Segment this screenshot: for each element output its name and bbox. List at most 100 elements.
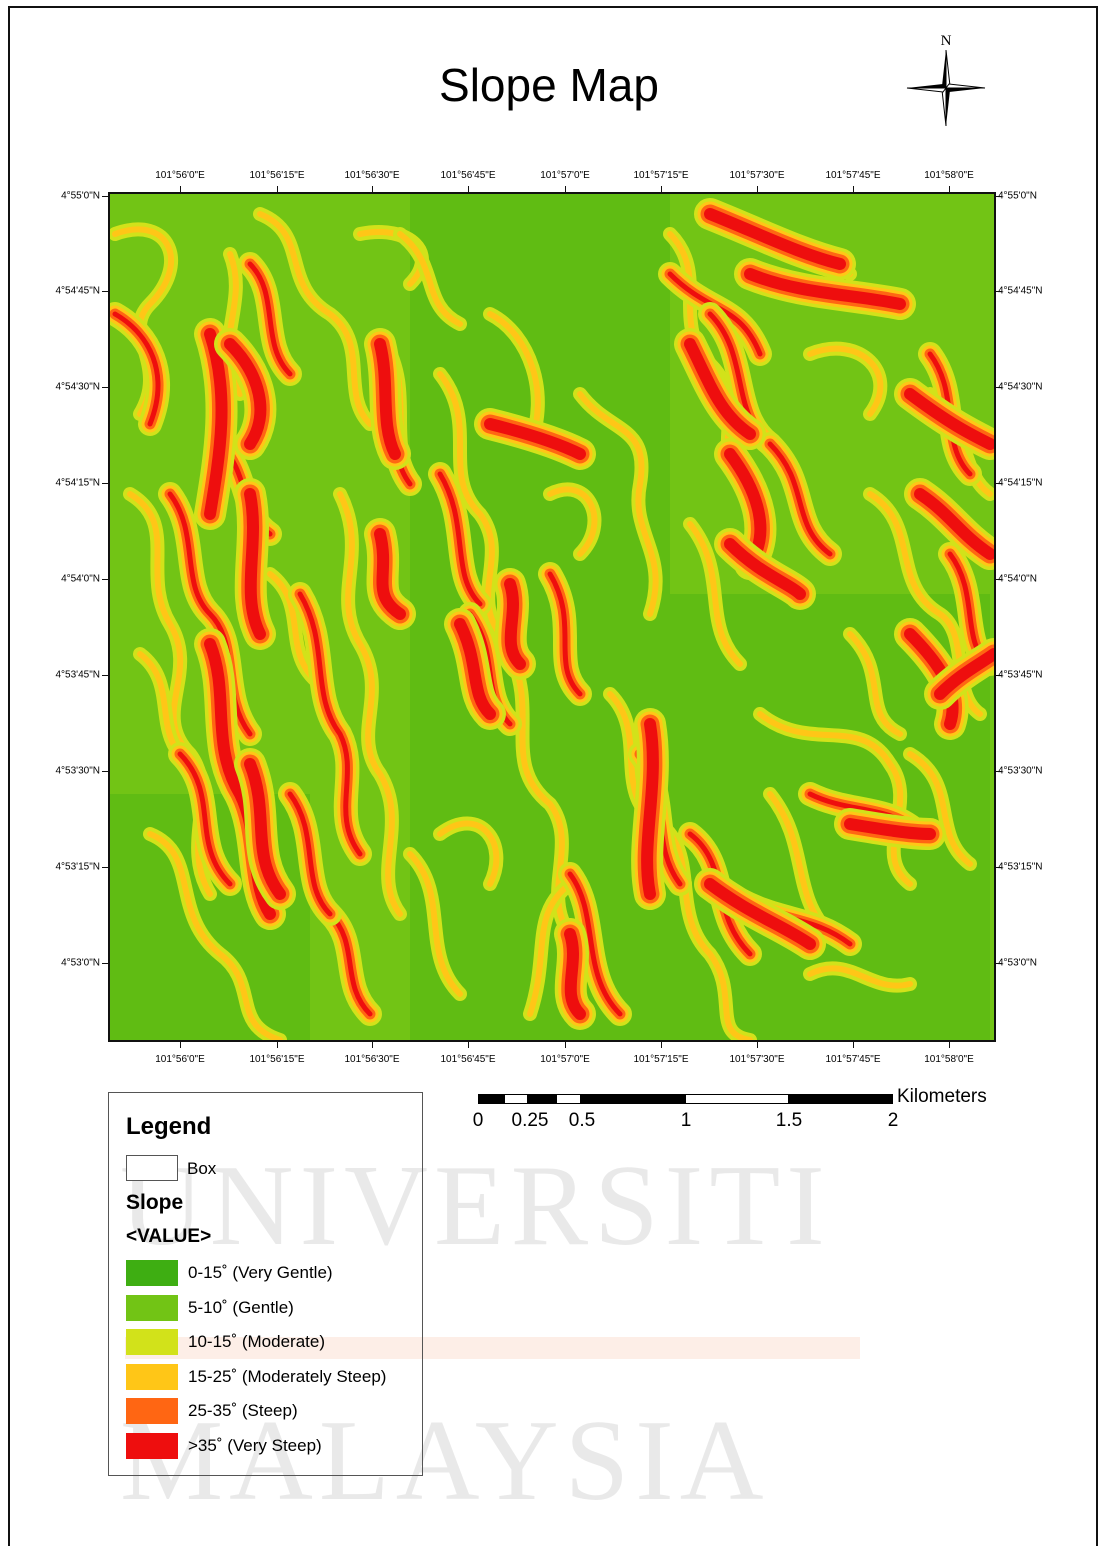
latitude-label: 4°53'0"N bbox=[61, 957, 100, 969]
scale-bar bbox=[478, 1094, 893, 1104]
longitude-label: 101°56'45"E bbox=[440, 170, 496, 181]
tick-mark bbox=[102, 771, 108, 772]
longitude-label: 101°56'0"E bbox=[155, 1054, 205, 1065]
slope-raster bbox=[108, 192, 996, 1042]
tick-mark bbox=[996, 771, 1002, 772]
latitude-label: 4°54'15"N bbox=[55, 477, 101, 489]
latitude-label: 4°54'45"N bbox=[998, 285, 1043, 297]
slope-band bbox=[847, 631, 903, 737]
slope-band bbox=[484, 418, 586, 460]
slope-band bbox=[327, 911, 373, 1017]
tick-mark bbox=[996, 579, 1002, 580]
scale-bar-segment bbox=[504, 1094, 528, 1104]
longitude-label: 101°57'0"E bbox=[540, 170, 590, 181]
tick-mark bbox=[277, 1042, 278, 1048]
legend-box-swatch bbox=[126, 1155, 178, 1181]
scale-bar-segment bbox=[581, 1094, 685, 1104]
latitude-label: 4°53'15"N bbox=[55, 861, 101, 873]
scale-bar-label: 0.25 bbox=[511, 1110, 549, 1131]
slope-band bbox=[934, 648, 994, 700]
slope-band bbox=[641, 718, 659, 900]
latitude-label: 4°54'15"N bbox=[998, 477, 1043, 489]
longitude-label: 101°57'30"E bbox=[729, 1054, 785, 1065]
scale-bar-segment bbox=[789, 1094, 893, 1104]
legend-swatch bbox=[126, 1329, 178, 1356]
legend-swatch bbox=[126, 1260, 178, 1286]
tick-mark bbox=[102, 963, 108, 964]
tick-mark bbox=[949, 1042, 950, 1048]
legend: Legend Box Slope <VALUE> 0-15˚ (Very Gen… bbox=[108, 1092, 423, 1476]
tick-mark bbox=[996, 387, 1002, 388]
tick-mark bbox=[102, 387, 108, 388]
tick-mark bbox=[661, 186, 662, 192]
slope-band bbox=[744, 268, 906, 310]
scale-bar-label: 0.5 bbox=[568, 1110, 596, 1131]
slope-band bbox=[577, 391, 659, 617]
slope-band bbox=[757, 711, 913, 887]
north-label: N bbox=[941, 33, 952, 49]
longitude-label: 101°56'0"E bbox=[155, 170, 205, 181]
latitude-label: 4°53'30"N bbox=[998, 765, 1043, 777]
latitude-label: 4°54'30"N bbox=[998, 381, 1043, 393]
scale-bar-label: 1.5 bbox=[775, 1110, 803, 1131]
scale-bar-segment bbox=[528, 1094, 556, 1104]
legend-swatch bbox=[126, 1433, 178, 1459]
slope-band bbox=[907, 751, 973, 867]
scale-bar-label: 2 bbox=[887, 1110, 899, 1131]
legend-class-label: 5-10˚ (Gentle) bbox=[188, 1297, 294, 1317]
slope-band bbox=[504, 578, 526, 670]
map-frame bbox=[8, 6, 1098, 1546]
tick-mark bbox=[180, 1042, 181, 1048]
scale-bar-segment bbox=[556, 1094, 581, 1104]
longitude-label: 101°58'0"E bbox=[924, 1054, 974, 1065]
slope-band bbox=[374, 528, 406, 620]
slope-band bbox=[247, 261, 293, 377]
slope-band bbox=[807, 345, 884, 417]
slope-band bbox=[374, 338, 401, 460]
slope-band bbox=[437, 471, 483, 607]
latitude-label: 4°55'0"N bbox=[61, 190, 100, 202]
latitude-label: 4°53'45"N bbox=[55, 669, 101, 681]
slope-band bbox=[407, 851, 463, 997]
slope-band bbox=[147, 831, 283, 1040]
legend-field: <VALUE> bbox=[126, 1226, 212, 1247]
slope-band bbox=[904, 388, 994, 450]
latitude-label: 4°54'0"N bbox=[61, 573, 100, 585]
slope-band bbox=[244, 758, 286, 900]
slope-band bbox=[704, 208, 846, 270]
legend-class-label: >35˚ (Very Steep) bbox=[188, 1436, 322, 1455]
longitude-label: 101°56'15"E bbox=[249, 1054, 305, 1065]
longitude-label: 101°57'15"E bbox=[633, 1054, 689, 1065]
legend-class-label: 15-25˚ (Moderately Steep) bbox=[188, 1366, 387, 1386]
tick-mark bbox=[565, 1042, 566, 1048]
latitude-label: 4°55'0"N bbox=[998, 190, 1037, 202]
latitude-label: 4°53'15"N bbox=[998, 861, 1043, 873]
slope-band bbox=[454, 618, 496, 720]
slope-band bbox=[204, 328, 228, 520]
slope-band bbox=[564, 928, 586, 1020]
tick-mark bbox=[468, 186, 469, 192]
latitude-label: 4°53'0"N bbox=[998, 957, 1037, 969]
latitude-label: 4°54'0"N bbox=[998, 573, 1037, 585]
slope-band bbox=[724, 538, 806, 600]
tick-mark bbox=[102, 196, 108, 197]
longitude-label: 101°56'45"E bbox=[440, 1054, 496, 1065]
scale-bar-segment bbox=[478, 1094, 504, 1104]
slope-band bbox=[547, 486, 598, 557]
tick-mark bbox=[102, 483, 108, 484]
latitude-label: 4°53'30"N bbox=[55, 765, 101, 777]
tick-mark bbox=[180, 186, 181, 192]
tick-mark bbox=[102, 675, 108, 676]
scale-bar-label: 1 bbox=[680, 1110, 692, 1131]
tick-mark bbox=[102, 579, 108, 580]
tick-mark bbox=[102, 867, 108, 868]
scale-bar-segment bbox=[685, 1094, 789, 1104]
latitude-label: 4°54'30"N bbox=[55, 381, 101, 393]
slope-band bbox=[177, 751, 233, 887]
tick-mark bbox=[996, 483, 1002, 484]
slope-band bbox=[297, 591, 363, 857]
tick-mark bbox=[949, 186, 950, 192]
slope-band bbox=[844, 818, 936, 840]
tick-mark bbox=[277, 186, 278, 192]
slope-band bbox=[704, 878, 816, 950]
